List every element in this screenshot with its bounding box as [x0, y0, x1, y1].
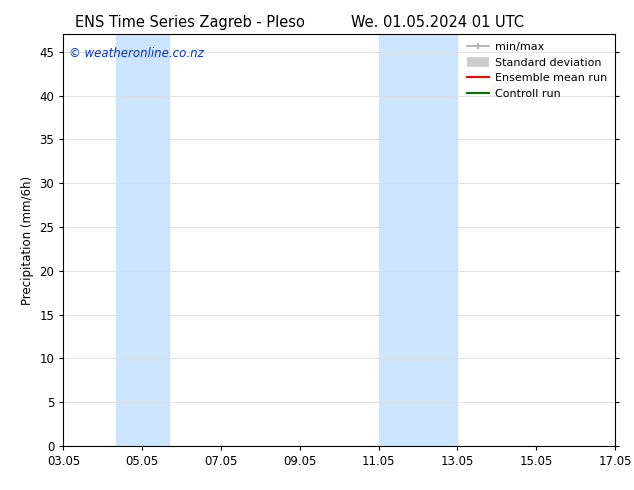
- Legend: min/max, Standard deviation, Ensemble mean run, Controll run: min/max, Standard deviation, Ensemble me…: [463, 38, 612, 103]
- Text: We. 01.05.2024 01 UTC: We. 01.05.2024 01 UTC: [351, 15, 524, 30]
- Text: © weatheronline.co.nz: © weatheronline.co.nz: [69, 47, 204, 60]
- Y-axis label: Precipitation (mm/6h): Precipitation (mm/6h): [21, 175, 34, 305]
- Bar: [116, 34, 169, 446]
- Text: ENS Time Series Zagreb - Pleso: ENS Time Series Zagreb - Pleso: [75, 15, 305, 30]
- Bar: [378, 34, 457, 446]
